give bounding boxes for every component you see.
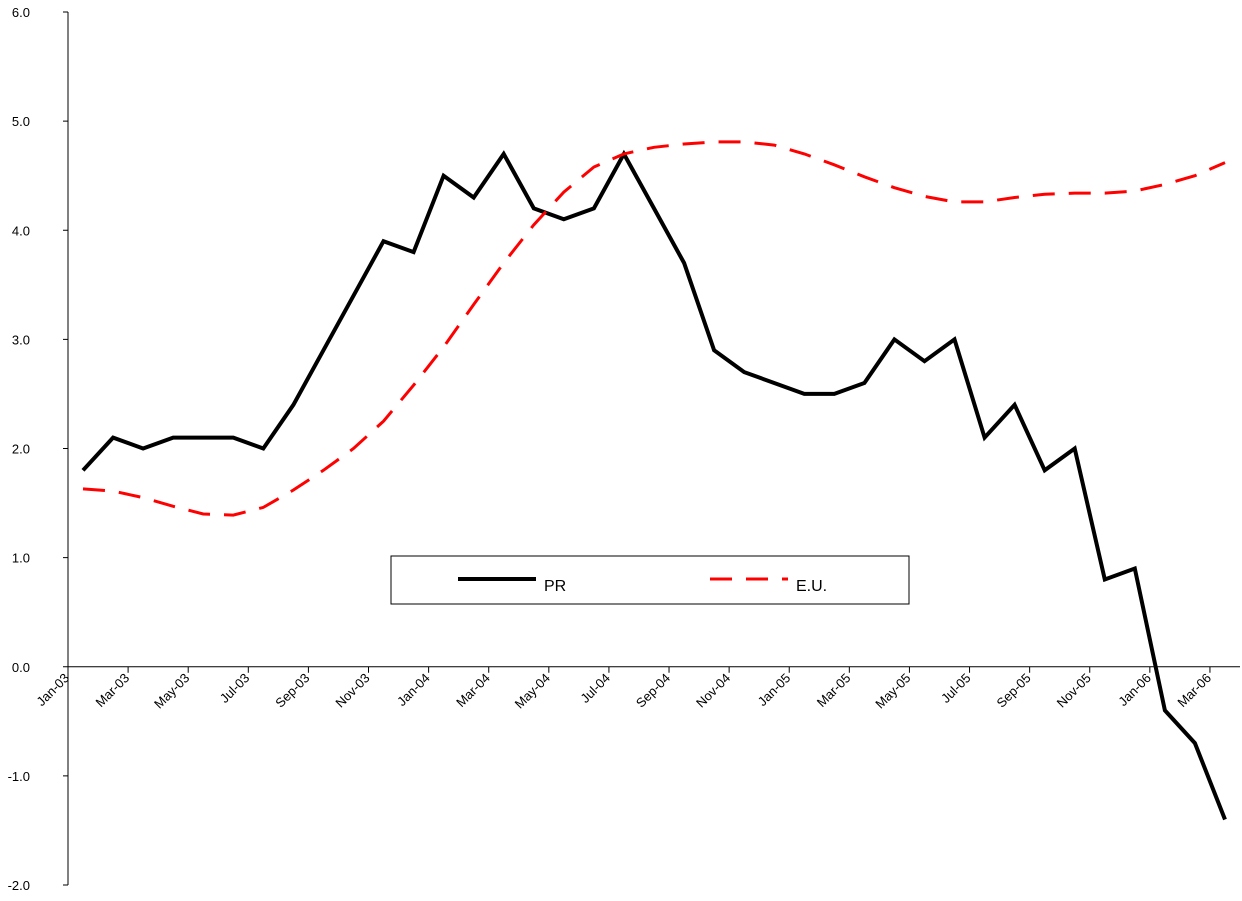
y-tick-label: 2.0 [12, 442, 30, 457]
legend-label: PR [544, 578, 566, 595]
y-tick-label: -2.0 [8, 878, 30, 893]
x-tick-label: Sep-04 [633, 670, 673, 710]
x-tick-label: Mar-06 [1174, 670, 1214, 710]
y-tick-label: 0.0 [12, 660, 30, 675]
line-series [81, 149, 1227, 821]
x-tick-label: Nov-05 [1054, 670, 1094, 710]
x-tick-label: Jul-03 [217, 670, 253, 706]
x-tick-label: Mar-03 [92, 670, 132, 710]
x-tick-label: Jan-04 [394, 670, 433, 709]
y-tick-label: 5.0 [12, 114, 30, 129]
x-tick-label: Mar-04 [453, 670, 493, 710]
x-tick-label: May-04 [512, 670, 553, 711]
y-tick-label: 1.0 [12, 551, 30, 566]
y-tick-label: 4.0 [12, 223, 30, 238]
x-tick-label: Jul-04 [577, 670, 613, 706]
y-tick-label: 3.0 [12, 332, 30, 347]
x-tick-label: Jan-06 [1115, 670, 1154, 709]
line-series [82, 140, 1226, 517]
legend-label: E.U. [796, 578, 827, 595]
x-tick-label: Jan-03 [33, 670, 72, 709]
x-tick-label: May-03 [151, 670, 192, 711]
x-tick-label: Mar-05 [814, 670, 854, 710]
x-tick-label: Jul-05 [938, 670, 974, 706]
y-tick-label: -1.0 [8, 769, 30, 784]
x-tick-label: Jan-05 [755, 670, 794, 709]
x-tick-label: Nov-04 [693, 670, 733, 710]
x-tick-label: Sep-03 [272, 670, 312, 710]
x-tick-label: Nov-03 [332, 670, 372, 710]
x-tick-label: Sep-05 [994, 670, 1034, 710]
y-tick-label: 6.0 [12, 5, 30, 20]
x-tick-label: May-05 [872, 670, 913, 711]
